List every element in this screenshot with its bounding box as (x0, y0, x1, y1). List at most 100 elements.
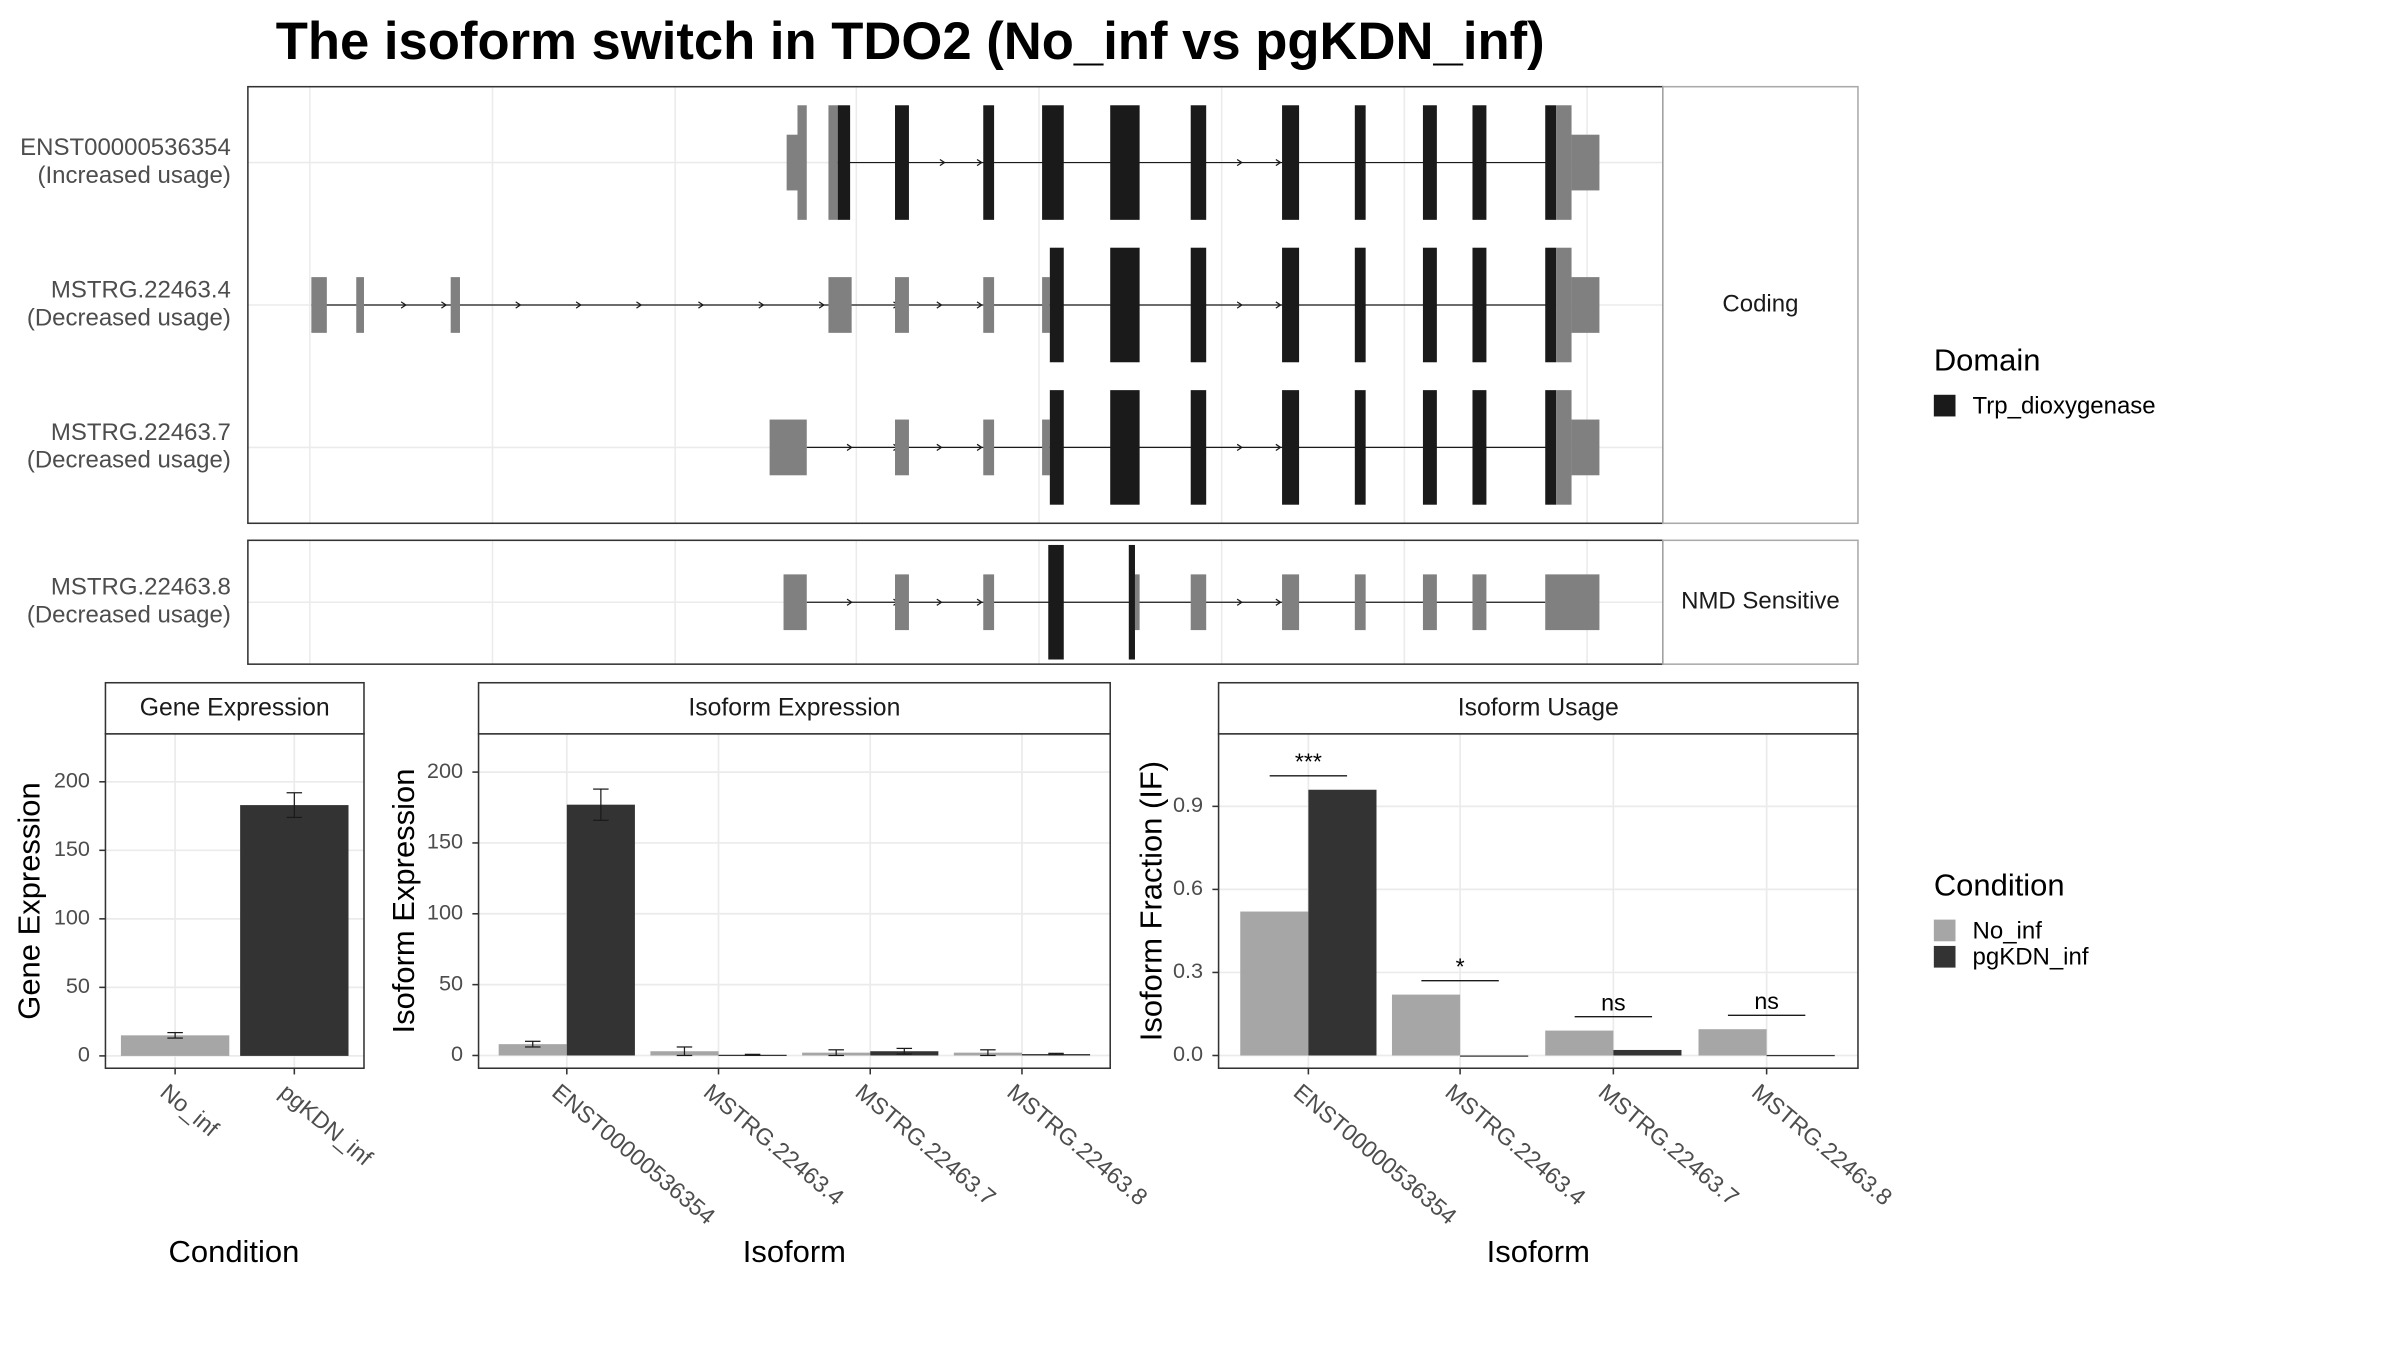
domain-exon (1049, 247, 1064, 363)
intron-arrow (1275, 301, 1282, 309)
domain-legend-label: Trp_dioxygenase (1973, 393, 2156, 420)
exon (1571, 277, 1600, 333)
intron-arrow (1275, 598, 1282, 606)
x-axis-title: Isoform (743, 1234, 846, 1269)
transcript-name: MSTRG.22463.8 (51, 574, 231, 601)
domain-exon (1545, 390, 1557, 505)
strip-title: Isoform Usage (1458, 695, 1619, 722)
intron-arrow (400, 301, 407, 309)
exon (1545, 574, 1600, 631)
strip (1217, 681, 1859, 735)
domain-exon (1110, 390, 1140, 505)
domain-exon (1422, 247, 1437, 363)
y-axis-title: Isoform Fraction (IF) (1134, 761, 1169, 1041)
domain-exon (1354, 390, 1366, 505)
y-tick-label: 150 (427, 829, 463, 854)
x-axis-title: Condition (169, 1234, 300, 1269)
exon (1042, 277, 1050, 333)
domain-legend-key (1933, 394, 1956, 417)
exon (1556, 105, 1572, 220)
strip (477, 681, 1111, 735)
error-bar (676, 1046, 693, 1057)
bar (1391, 994, 1461, 1056)
intron-arrow (818, 301, 825, 309)
exon (1422, 574, 1437, 631)
domain-exon (1545, 105, 1557, 220)
exon (769, 419, 807, 476)
intron-arrow (846, 443, 853, 452)
exon (1134, 574, 1140, 631)
error-bar (525, 1040, 541, 1048)
error-bar (1048, 1052, 1064, 1056)
domain-exon (1190, 390, 1207, 505)
transcript-usage: (Decreased usage) (27, 602, 231, 629)
y-tick-label: 0 (78, 1042, 90, 1067)
y-tick-label: 0 (451, 1041, 463, 1066)
y-axis-title: Gene Expression (11, 782, 46, 1019)
intron-arrow (698, 301, 705, 309)
error-bar (744, 1053, 761, 1056)
significance-label: ns (1601, 989, 1626, 1015)
bar (1308, 789, 1377, 1056)
domain-exon (1354, 247, 1366, 363)
intron-arrow (976, 598, 983, 606)
y-tick-label: 100 (54, 905, 90, 930)
exon (311, 277, 327, 333)
structure-strip-label: NMD Sensitive (1681, 588, 1840, 615)
domain-exon (1190, 247, 1207, 363)
domain-exon (1354, 105, 1366, 220)
bar (1545, 1030, 1614, 1056)
domain-exon (1472, 390, 1487, 505)
x-axis-title: Isoform (1487, 1234, 1590, 1269)
domain-exon (1545, 247, 1557, 363)
y-tick-label: 0.3 (1173, 958, 1203, 983)
strip (104, 681, 365, 735)
bar (120, 1035, 230, 1056)
transcript-name: MSTRG.22463.7 (51, 419, 231, 446)
bar (1613, 1049, 1682, 1056)
exon (1354, 574, 1366, 631)
legend-label: No_inf (1973, 917, 2043, 944)
transcript-usage: (Decreased usage) (27, 447, 231, 474)
exon (983, 277, 995, 333)
intron-arrow (976, 158, 983, 167)
exon (1190, 574, 1207, 631)
bar (1698, 1029, 1767, 1056)
domain-exon (895, 105, 909, 220)
error-bar (828, 1049, 844, 1057)
legend-key (1933, 919, 1956, 942)
exon (356, 277, 364, 333)
intron-arrow (846, 598, 853, 606)
exon (828, 105, 838, 220)
transcript-usage: (Decreased usage) (27, 304, 231, 331)
y-tick-label: 0.0 (1173, 1041, 1203, 1066)
legend-title: Condition (1934, 867, 2065, 902)
error-bar (167, 1031, 183, 1039)
significance-label: ns (1754, 988, 1779, 1014)
exon (895, 419, 909, 476)
legend-key (1933, 945, 1956, 968)
exon (1571, 419, 1600, 476)
bar (1240, 911, 1309, 1056)
significance-label: * (1456, 953, 1465, 979)
domain-exon (1282, 105, 1300, 220)
bar (1460, 1055, 1529, 1057)
domain-exon (1128, 544, 1135, 660)
intron-arrow (515, 301, 522, 309)
exon (828, 277, 852, 333)
intron-arrow (758, 301, 765, 309)
error-bar (980, 1049, 996, 1057)
domain-exon (1048, 544, 1064, 660)
structure-strip (1662, 85, 1859, 525)
exon (895, 277, 909, 333)
domain-exon (1422, 105, 1437, 220)
exon (450, 277, 460, 333)
domain-exon (837, 105, 851, 220)
exon (783, 574, 807, 631)
transcript-name: MSTRG.22463.4 (51, 276, 231, 303)
error-bar (593, 788, 609, 821)
structure-strip (1662, 539, 1859, 665)
domain-exon (1110, 247, 1140, 363)
intron-arrow (936, 301, 943, 309)
